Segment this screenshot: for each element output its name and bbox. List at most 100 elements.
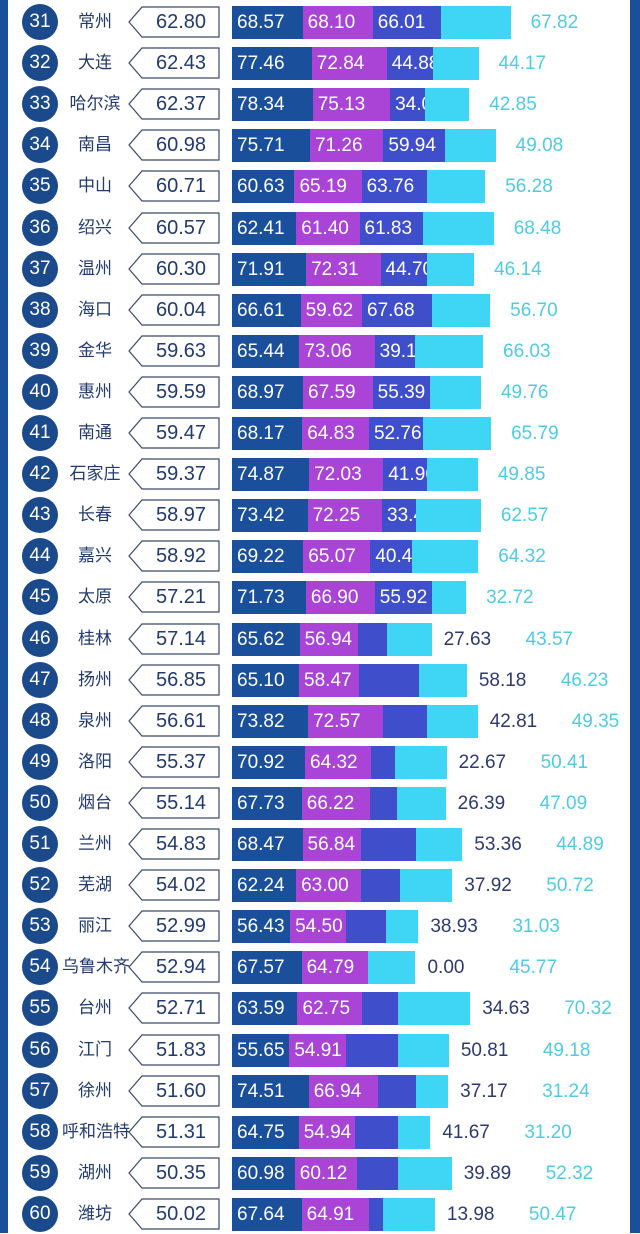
segment-4-value-label: 50.72 (546, 875, 594, 897)
rank-badge: 51 (22, 826, 58, 862)
bar-segment-4 (429, 375, 481, 409)
bar-segment-3: 52.76 (368, 417, 424, 450)
segment-value-label: 68.97 (237, 381, 285, 403)
bar-segment-3 (377, 1074, 416, 1108)
bar-segment-3: 61.83 (359, 211, 424, 245)
total-score: 52.99 (128, 910, 220, 942)
segment-4-value-label: 47.09 (539, 792, 588, 814)
bar-segment-4 (411, 540, 479, 574)
segment-4-value-label: 46.14 (494, 258, 542, 280)
segment-value-label: 68.17 (237, 423, 285, 444)
bar-segment-4 (425, 88, 470, 122)
rank-badge: 59 (22, 1154, 58, 1191)
segment-3-value-label: 0.00 (427, 957, 465, 979)
bar-segment-1: 77.46 (232, 47, 312, 81)
segment-value-label: 73.82 (237, 710, 285, 732)
total-score: 50.02 (128, 1198, 220, 1230)
table-row: 55 台州 52.71 63.59 62.75 34.63 70.32 (0, 988, 640, 1028)
score-value: 57.14 (155, 627, 207, 650)
city-name: 温州 (78, 258, 112, 278)
city-name: 徐州 (78, 1080, 112, 1100)
bar-segment-1: 56.43 (232, 910, 291, 944)
total-score: 59.47 (128, 417, 220, 449)
bar-segment-1: 74.87 (232, 458, 310, 492)
score-value: 52.99 (155, 915, 207, 938)
segment-value-label: 69.22 (237, 546, 285, 568)
segment-4-value-label: 66.03 (503, 340, 551, 362)
segment-value-label: 67.73 (237, 792, 285, 814)
total-score: 51.31 (128, 1116, 220, 1148)
score-tag-shape (128, 746, 220, 778)
bar-segment-1: 62.24 (232, 869, 297, 903)
bar-segment-4 (416, 828, 463, 861)
segment-value-label: 75.13 (317, 94, 366, 116)
bar-segment-3 (360, 869, 401, 903)
city-name: 桂林 (78, 628, 112, 648)
bar-segment-3 (356, 1156, 398, 1190)
bar-segment-4 (427, 170, 486, 204)
segment-4-value-label: 44.89 (556, 834, 604, 855)
city-name: 南昌 (78, 135, 112, 155)
segment-value-label: 74.51 (237, 1080, 285, 1102)
bar-segment-3: 55.92 (374, 581, 433, 615)
table-row: 38 海口 60.04 66.61 59.62 67.68 56.70 (0, 290, 640, 330)
rank-badge: 60 (22, 1195, 58, 1232)
bar-segment-1: 71.91 (232, 252, 307, 286)
bar-segment-2: 72.25 (307, 499, 383, 533)
segment-value-label: 65.44 (237, 340, 285, 362)
total-score: 60.30 (128, 252, 220, 285)
rank-badge: 48 (22, 702, 58, 739)
segment-value-label: 64.91 (306, 1203, 355, 1225)
bar-segment-2: 65.07 (303, 540, 371, 574)
segment-value-label: 66.90 (310, 587, 359, 609)
bar-segment-4 (445, 129, 496, 163)
bar-segment-3 (346, 910, 387, 944)
city-name: 泉州 (78, 710, 112, 730)
bar-segment-1: 70.92 (232, 745, 306, 779)
bar-segment-1: 66.61 (232, 293, 301, 327)
city-name: 烟台 (78, 792, 112, 812)
table-row: 35 中山 60.71 60.63 65.19 63.76 56.28 (0, 166, 640, 206)
segment-3-value-label: 27.63 (443, 628, 492, 650)
table-row: 58 呼和浩特 51.31 64.75 54.94 41.67 31.20 (0, 1112, 640, 1152)
bar-segment-2: 73.06 (299, 334, 375, 368)
rank-badge: 56 (22, 1031, 58, 1068)
bar-segment-4 (433, 47, 479, 81)
segment-4-value-label: 49.76 (500, 381, 549, 403)
table-row: 44 嘉兴 58.92 69.22 65.07 40.44 64.32 (0, 536, 640, 576)
bar-segment-2: 58.47 (299, 663, 360, 697)
segment-4-value-label: 31.24 (542, 1080, 590, 1102)
segment-value-label: 73.42 (237, 505, 285, 527)
segment-3-value-label: 58.18 (478, 669, 527, 691)
score-tag-shape (128, 1116, 220, 1148)
segment-value-label: 74.87 (237, 464, 285, 486)
score-tag-shape (128, 129, 220, 161)
bar-segment-4 (426, 252, 475, 286)
bar-segment-3: 39.18 (374, 334, 427, 368)
bar-segment-4 (382, 1197, 435, 1231)
bar-segment-4 (431, 293, 491, 327)
score-tag-shape (128, 417, 220, 449)
bar-segment-4 (397, 1156, 452, 1190)
score-value: 59.37 (155, 463, 207, 486)
segment-value-label: 65.10 (237, 669, 285, 691)
score-tag-shape (128, 705, 220, 737)
segment-value-label: 66.61 (237, 299, 285, 321)
table-row: 34 南昌 60.98 75.71 71.26 59.94 49.08 (0, 125, 640, 165)
rank-badge: 47 (22, 661, 58, 698)
bar-segment-3: 63.76 (361, 170, 428, 204)
segment-value-label: 78.34 (237, 94, 285, 116)
segment-value-label: 68.47 (237, 834, 285, 855)
segment-value-label: 71.91 (237, 258, 285, 280)
bar-segment-3: 44.70 (380, 252, 433, 286)
score-tag-shape (128, 581, 220, 613)
bar-segment-3: 59.94 (383, 129, 446, 163)
segment-value-label: 44.88 (391, 53, 440, 75)
total-score: 51.83 (128, 1033, 220, 1066)
score-value: 50.35 (155, 1161, 207, 1184)
segment-value-label: 77.46 (237, 53, 285, 75)
bar-segment-3 (355, 1115, 399, 1149)
total-score: 50.35 (128, 1157, 220, 1189)
segment-4-value-label: 46.23 (560, 669, 609, 691)
bar-segment-3 (369, 786, 398, 820)
